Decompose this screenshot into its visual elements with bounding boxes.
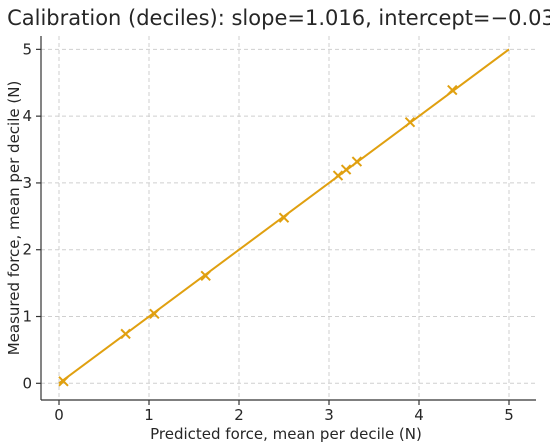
axes bbox=[40, 36, 536, 401]
y-tick-label: 4 bbox=[22, 107, 32, 125]
y-tick-label: 1 bbox=[22, 308, 32, 326]
data-point-stroke bbox=[200, 270, 211, 281]
data-point-stroke bbox=[404, 116, 416, 128]
y-ticks: 0 1 2 3 4 5 bbox=[22, 40, 41, 392]
data-point bbox=[200, 270, 211, 281]
y-tick-label: 3 bbox=[22, 174, 32, 192]
data-point bbox=[340, 164, 352, 175]
y-axis-label: Measured force, mean per decile (N) bbox=[5, 81, 23, 356]
data-point bbox=[332, 170, 344, 181]
chart-title: Calibration (deciles): slope=1.016, inte… bbox=[7, 6, 550, 30]
data-point bbox=[447, 84, 458, 96]
data-point bbox=[278, 212, 290, 223]
y-tick-label: 5 bbox=[22, 40, 32, 58]
data-point-stroke bbox=[120, 328, 131, 340]
data-point bbox=[149, 308, 160, 320]
markers bbox=[58, 84, 458, 387]
x-tick-label: 4 bbox=[414, 406, 424, 424]
data-point-stroke bbox=[332, 170, 344, 181]
data-point bbox=[120, 328, 131, 340]
x-tick-label: 2 bbox=[234, 406, 244, 424]
x-ticks: 0 1 2 3 4 5 bbox=[54, 400, 514, 424]
data-point-stroke bbox=[149, 308, 160, 320]
grid bbox=[41, 36, 536, 400]
x-tick-label: 5 bbox=[504, 406, 514, 424]
x-tick-label: 1 bbox=[144, 406, 154, 424]
data-point bbox=[351, 156, 363, 167]
data-point-stroke bbox=[58, 376, 69, 387]
x-tick-label: 0 bbox=[54, 406, 64, 424]
data-point-stroke bbox=[447, 84, 458, 96]
data-point bbox=[58, 376, 69, 387]
y-tick-label: 2 bbox=[22, 241, 32, 259]
data-point-stroke bbox=[340, 164, 352, 175]
data-point-stroke bbox=[278, 212, 290, 223]
y-tick-label: 0 bbox=[22, 374, 32, 392]
x-tick-label: 3 bbox=[324, 406, 334, 424]
x-axis-label: Predicted force, mean per decile (N) bbox=[150, 425, 422, 443]
data-point bbox=[404, 116, 416, 128]
data-point-stroke bbox=[351, 156, 363, 167]
